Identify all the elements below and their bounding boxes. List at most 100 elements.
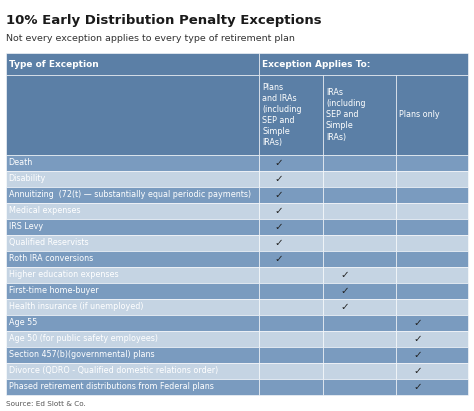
Text: Type of Exception: Type of Exception <box>9 60 98 69</box>
Text: Age 55: Age 55 <box>9 318 37 327</box>
Bar <box>259 75 323 155</box>
Text: ✓: ✓ <box>274 254 283 264</box>
Text: ✓: ✓ <box>413 381 422 392</box>
Bar <box>259 299 323 315</box>
Bar <box>6 363 259 379</box>
Bar <box>6 283 259 299</box>
Text: IRS Levy: IRS Levy <box>9 222 43 231</box>
Bar <box>396 235 468 251</box>
Bar <box>323 75 396 155</box>
Text: Health insurance (if unemployed): Health insurance (if unemployed) <box>9 302 143 311</box>
Bar <box>396 203 468 219</box>
Bar <box>323 363 396 379</box>
Text: ✓: ✓ <box>413 350 422 360</box>
Text: Source: Ed Slott & Co.: Source: Ed Slott & Co. <box>6 401 85 406</box>
Bar <box>323 315 396 331</box>
Text: ✓: ✓ <box>274 174 283 184</box>
Bar <box>323 267 396 283</box>
Bar <box>259 53 468 75</box>
Text: ✓: ✓ <box>413 318 422 328</box>
Bar <box>259 283 323 299</box>
Text: Roth IRA conversions: Roth IRA conversions <box>9 254 93 263</box>
Bar <box>259 363 323 379</box>
Bar <box>259 155 323 171</box>
Bar <box>6 379 259 395</box>
Bar <box>6 219 259 235</box>
Text: ✓: ✓ <box>413 366 422 376</box>
Bar <box>396 331 468 346</box>
Text: Phased retirement distributions from Federal plans: Phased retirement distributions from Fed… <box>9 382 213 391</box>
Bar <box>259 379 323 395</box>
Bar <box>323 219 396 235</box>
Text: First-time home-buyer: First-time home-buyer <box>9 286 98 295</box>
Text: Annuitizing  (72(t) — substantially equal periodic payments): Annuitizing (72(t) — substantially equal… <box>9 190 251 199</box>
Bar <box>6 315 259 331</box>
Bar <box>259 346 323 363</box>
Text: ✓: ✓ <box>274 206 283 216</box>
Bar <box>6 251 259 267</box>
Bar <box>259 267 323 283</box>
Bar <box>396 363 468 379</box>
Bar <box>6 299 259 315</box>
Bar <box>323 346 396 363</box>
Bar <box>396 299 468 315</box>
Bar <box>323 187 396 203</box>
Bar <box>6 267 259 283</box>
Bar <box>396 346 468 363</box>
Text: 10% Early Distribution Penalty Exceptions: 10% Early Distribution Penalty Exception… <box>6 14 321 28</box>
Text: Divorce (QDRO - Qualified domestic relations order): Divorce (QDRO - Qualified domestic relat… <box>9 366 218 375</box>
Bar <box>323 283 396 299</box>
Text: Medical expenses: Medical expenses <box>9 206 80 215</box>
Text: ✓: ✓ <box>341 302 349 312</box>
Bar <box>6 155 259 171</box>
Text: Plans only: Plans only <box>399 111 439 119</box>
Bar <box>6 187 259 203</box>
Bar <box>396 155 468 171</box>
Bar <box>323 299 396 315</box>
Text: Qualified Reservists: Qualified Reservists <box>9 238 88 247</box>
Bar <box>259 251 323 267</box>
Bar <box>6 171 259 187</box>
Bar <box>323 331 396 346</box>
Bar <box>6 75 259 155</box>
Bar <box>396 251 468 267</box>
Bar <box>396 379 468 395</box>
Text: ✓: ✓ <box>341 286 349 296</box>
Text: ✓: ✓ <box>274 222 283 232</box>
Text: ✓: ✓ <box>413 334 422 344</box>
Text: ✓: ✓ <box>274 238 283 248</box>
Bar <box>396 315 468 331</box>
Bar <box>6 235 259 251</box>
Bar <box>323 235 396 251</box>
Bar <box>396 283 468 299</box>
Bar <box>259 315 323 331</box>
Text: Section 457(b)(governmental) plans: Section 457(b)(governmental) plans <box>9 350 154 359</box>
Bar <box>259 171 323 187</box>
Text: ✓: ✓ <box>341 270 349 280</box>
Bar <box>6 331 259 346</box>
Bar <box>259 203 323 219</box>
Bar <box>259 219 323 235</box>
Bar <box>259 331 323 346</box>
Bar <box>396 267 468 283</box>
Bar <box>396 75 468 155</box>
Bar <box>323 251 396 267</box>
Text: ✓: ✓ <box>274 190 283 200</box>
Bar <box>6 53 259 75</box>
Text: Plans
and IRAs
(including
SEP and
Simple
IRAs): Plans and IRAs (including SEP and Simple… <box>262 83 301 147</box>
Bar <box>396 219 468 235</box>
Text: Death: Death <box>9 158 33 167</box>
Bar <box>323 171 396 187</box>
Bar <box>396 187 468 203</box>
Text: Exception Applies To:: Exception Applies To: <box>262 60 370 69</box>
Text: Higher education expenses: Higher education expenses <box>9 270 118 279</box>
Bar <box>396 171 468 187</box>
Text: Age 50 (for public safety employees): Age 50 (for public safety employees) <box>9 334 157 343</box>
Bar <box>6 203 259 219</box>
Bar <box>259 187 323 203</box>
Text: ✓: ✓ <box>274 158 283 168</box>
Text: Disability: Disability <box>9 174 46 183</box>
Bar <box>323 155 396 171</box>
Bar <box>323 203 396 219</box>
Bar <box>323 379 396 395</box>
